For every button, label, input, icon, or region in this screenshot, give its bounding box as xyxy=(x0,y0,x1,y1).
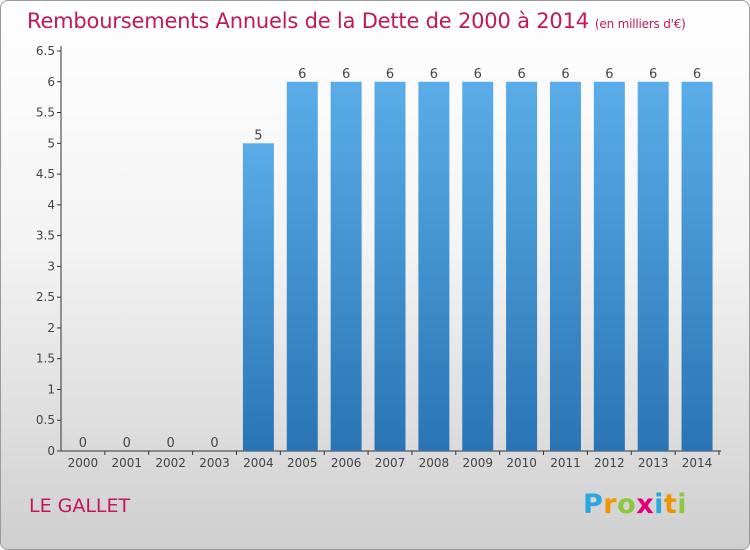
data-label: 0 xyxy=(123,436,131,451)
y-tick-label: 2.5 xyxy=(36,290,55,304)
bar xyxy=(549,81,581,452)
x-tick-label: 2009 xyxy=(462,456,493,470)
y-tick-label: 5 xyxy=(47,136,55,150)
data-label: 6 xyxy=(386,67,394,82)
logo-letter: i xyxy=(677,489,688,520)
proxiti-logo: Proxiti xyxy=(583,489,693,525)
y-tick-label: 1.5 xyxy=(36,352,55,366)
y-tick-label: 6.5 xyxy=(36,44,55,58)
y-tick-label: 4 xyxy=(47,198,55,212)
chart-title: Remboursements Annuels de la Dette de 20… xyxy=(27,9,686,33)
x-tick-label: 2008 xyxy=(419,456,450,470)
bar xyxy=(286,81,318,452)
y-tick-label: 6 xyxy=(47,75,55,89)
bar xyxy=(637,81,669,452)
x-tick-label: 2012 xyxy=(594,456,625,470)
data-label: 6 xyxy=(649,67,657,82)
x-tick-label: 2011 xyxy=(550,456,581,470)
data-label: 6 xyxy=(561,67,569,82)
y-tick-label: 4.5 xyxy=(36,167,55,181)
x-tick-label: 2001 xyxy=(112,456,143,470)
data-label: 6 xyxy=(693,67,701,82)
x-tick-label: 2006 xyxy=(331,456,362,470)
x-tick-label: 2000 xyxy=(68,456,99,470)
bar xyxy=(418,81,450,452)
y-tick-label: 1 xyxy=(47,382,55,396)
bar xyxy=(330,81,362,452)
data-label: 6 xyxy=(474,67,482,82)
logo-letter: r xyxy=(603,489,618,520)
y-tick-label: 0.5 xyxy=(36,413,55,427)
y-tick-label: 5.5 xyxy=(36,106,55,120)
data-label: 0 xyxy=(167,436,175,451)
y-tick-label: 0 xyxy=(47,444,55,458)
bar xyxy=(242,143,274,452)
data-label: 0 xyxy=(79,436,87,451)
bar xyxy=(681,81,713,452)
x-tick-label: 2007 xyxy=(375,456,406,470)
x-tick-label: 2005 xyxy=(287,456,318,470)
bar xyxy=(593,81,625,452)
bar xyxy=(462,81,494,452)
data-label: 0 xyxy=(210,436,218,451)
title-unit: (en milliers d'€) xyxy=(594,17,686,31)
x-tick-label: 2002 xyxy=(155,456,186,470)
y-tick-label: 2 xyxy=(47,321,55,335)
title-text: Remboursements Annuels de la Dette de 20… xyxy=(27,9,589,33)
x-tick-label: 2014 xyxy=(682,456,713,470)
logo-letter: i xyxy=(654,489,664,520)
y-tick-label: 3.5 xyxy=(36,229,55,243)
x-tick-label: 2003 xyxy=(199,456,230,470)
commune-name: LE GALLET xyxy=(29,495,131,517)
bar xyxy=(374,81,406,452)
data-label: 6 xyxy=(298,67,306,82)
data-label: 6 xyxy=(605,67,613,82)
y-tick-label: 3 xyxy=(47,259,55,273)
x-tick-label: 2010 xyxy=(506,456,537,470)
data-label: 5 xyxy=(254,128,262,143)
logo-letter: x xyxy=(636,489,655,520)
data-label: 6 xyxy=(342,67,350,82)
logo-letter: P xyxy=(583,489,604,520)
data-label: 6 xyxy=(430,67,438,82)
data-label: 6 xyxy=(517,67,525,82)
logo-letter: t xyxy=(663,489,678,520)
x-tick-label: 2013 xyxy=(638,456,669,470)
logo-letter: o xyxy=(617,489,637,520)
x-tick-label: 2004 xyxy=(243,456,274,470)
bar xyxy=(506,81,538,452)
